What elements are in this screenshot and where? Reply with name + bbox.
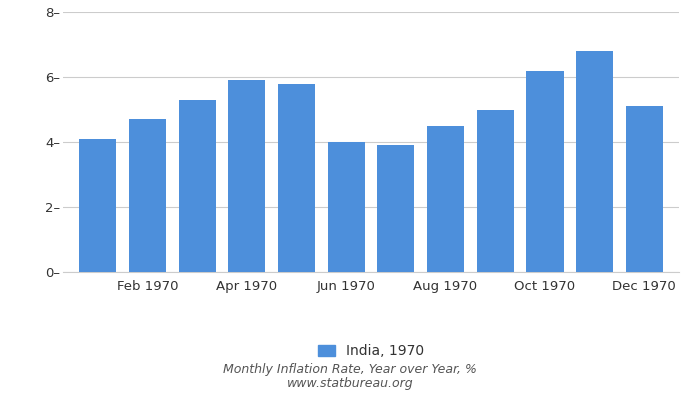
Text: www.statbureau.org: www.statbureau.org [287, 377, 413, 390]
Bar [526, 70, 564, 272]
Legend: India, 1970: India, 1970 [312, 339, 430, 364]
Bar [129, 119, 166, 272]
Bar [278, 84, 315, 272]
Bar [576, 51, 613, 272]
Bar [178, 100, 216, 272]
Bar [477, 110, 514, 272]
Bar [328, 142, 365, 272]
Text: Monthly Inflation Rate, Year over Year, %: Monthly Inflation Rate, Year over Year, … [223, 364, 477, 376]
Bar [228, 80, 265, 272]
Bar [377, 145, 414, 272]
Bar [626, 106, 663, 272]
Bar [427, 126, 464, 272]
Bar [79, 139, 116, 272]
